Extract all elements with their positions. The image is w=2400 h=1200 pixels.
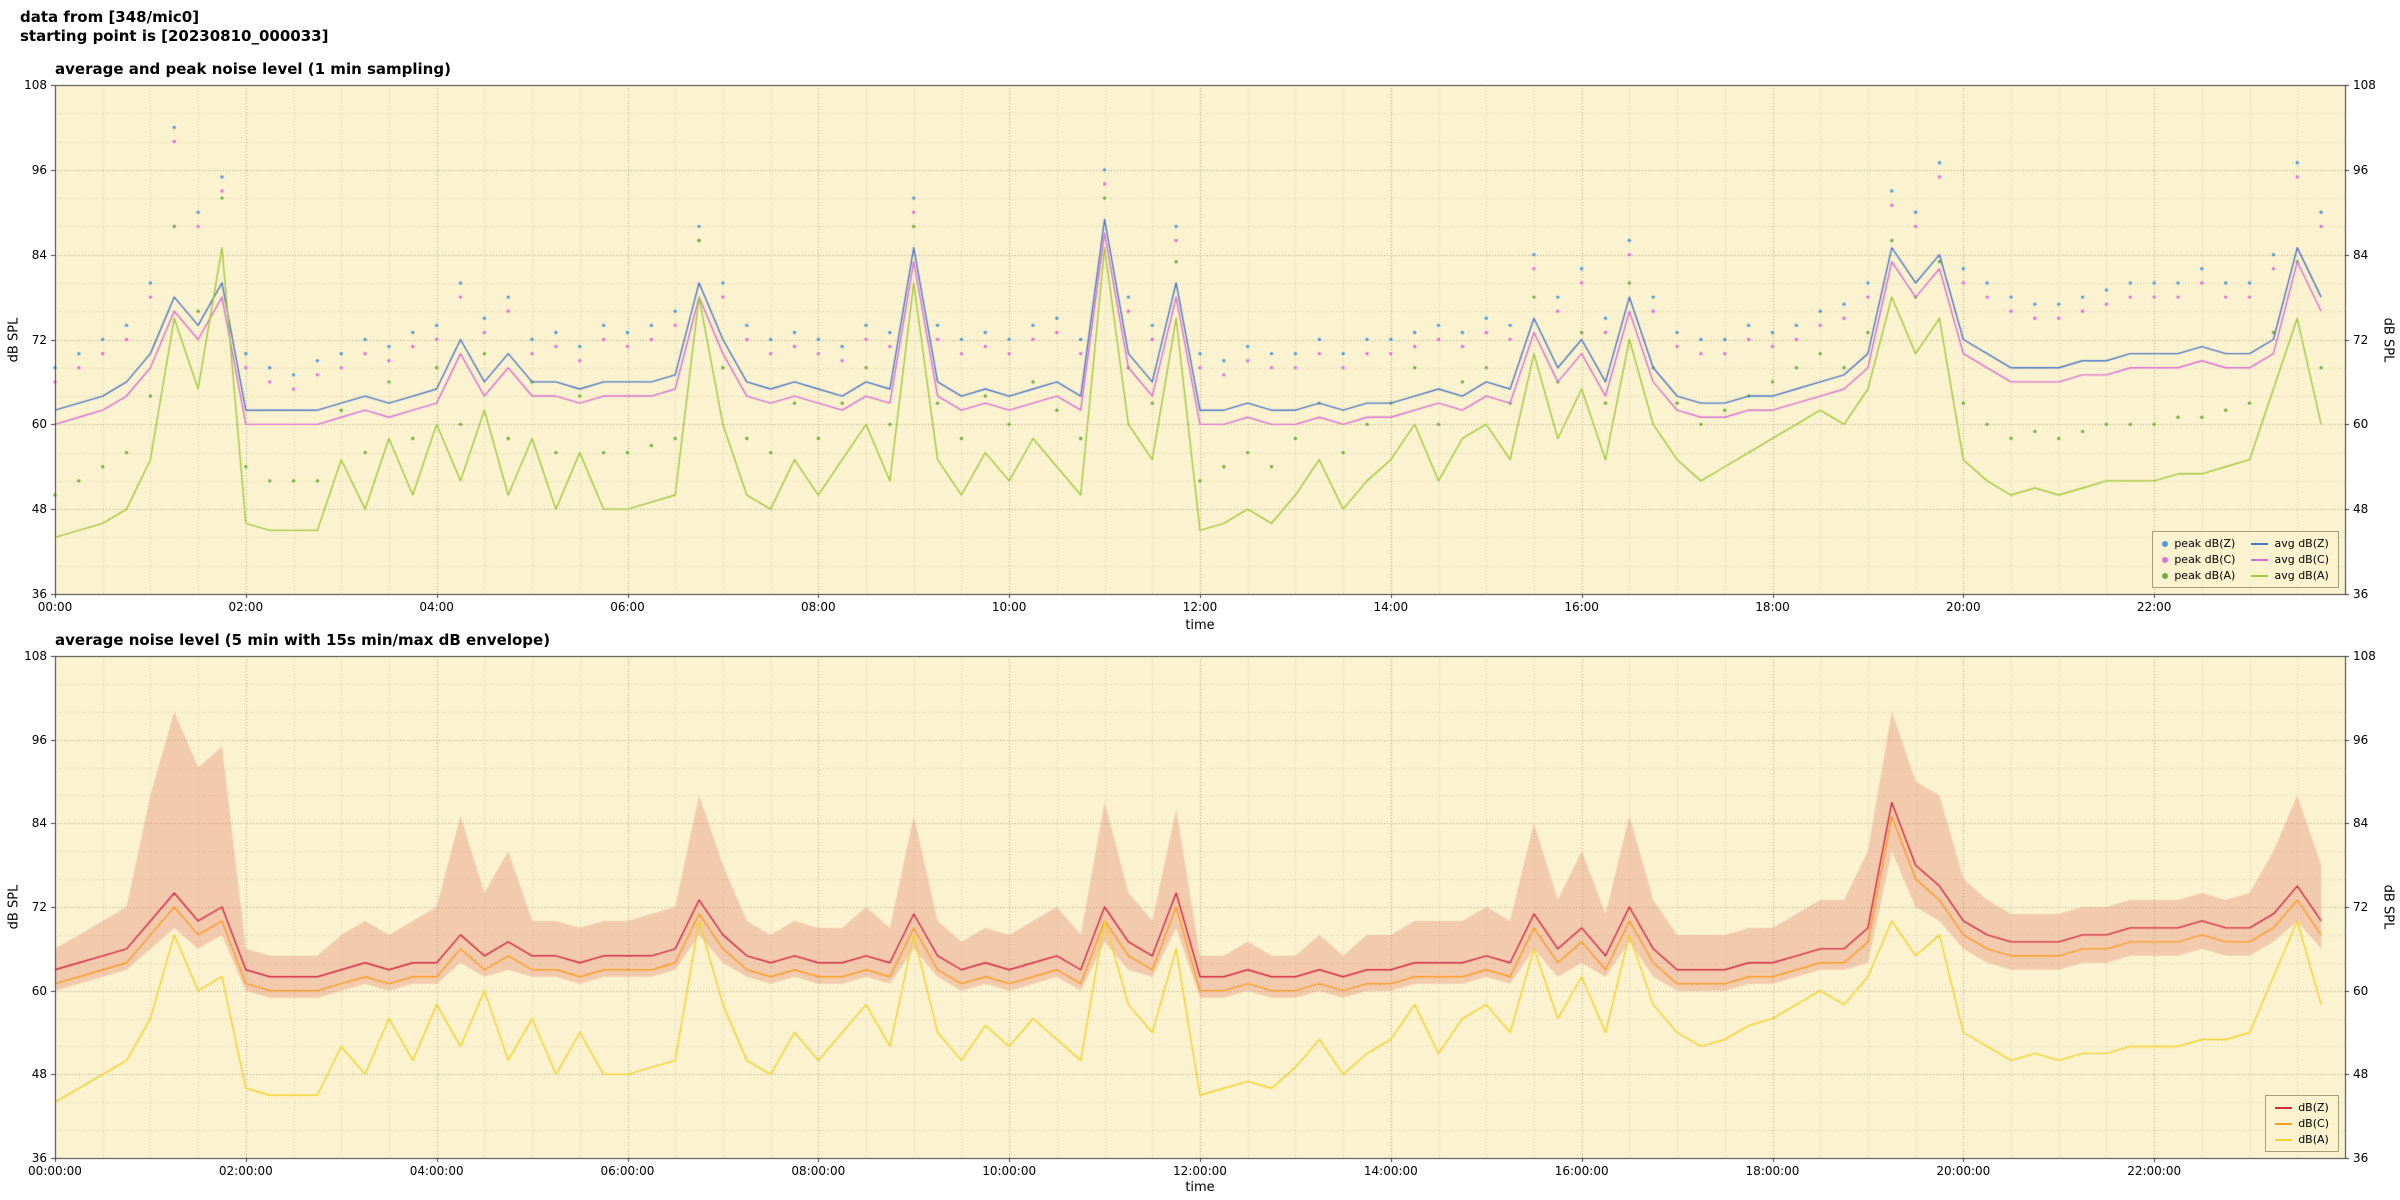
x-tick-label: 22:00:00: [2127, 1164, 2182, 1178]
x-tick-label: 16:00: [1564, 600, 1599, 614]
x-tick-label: 08:00:00: [791, 1164, 846, 1178]
x-tick-label: 02:00:00: [218, 1164, 273, 1178]
legend-entry: avg dB(A): [2251, 569, 2329, 582]
y-tick-label: 48: [31, 502, 47, 517]
x-tick-label: 12:00: [1182, 600, 1218, 614]
line-marker-icon: [2275, 1122, 2293, 1125]
y-tick-label: 36: [2353, 1151, 2369, 1165]
legend: peak dB(Z) peak dB(C) peak dB(A) avg dB(Z) a…: [2152, 531, 2339, 588]
x-tick-label: 06:00:00: [600, 1164, 655, 1178]
legend-entry: dB(Z): [2275, 1101, 2329, 1114]
x-tick-label: 00:00:00: [28, 1164, 82, 1178]
y-tick-label: 84: [2353, 816, 2369, 831]
y-tick-label: 96: [2353, 732, 2369, 747]
x-tick-label: 04:00:00: [409, 1164, 464, 1178]
y-axis-label-top-right: dB SPL: [2380, 317, 2396, 363]
legend-label: dB(A): [2298, 1133, 2329, 1146]
x-tick-label: 20:00: [1946, 600, 1981, 614]
legend-entry: peak dB(C): [2162, 553, 2235, 566]
legend: dB(Z) dB(C) dB(A): [2265, 1095, 2339, 1152]
y-tick-label: 60: [2353, 417, 2369, 432]
line-marker-icon: [2251, 574, 2269, 577]
chart-title-top: average and peak noise level (1 min samp…: [55, 60, 451, 78]
legend-label: avg dB(C): [2274, 553, 2329, 566]
x-tick-label: 16:00:00: [1554, 1164, 1609, 1178]
y-tick-label: 96: [31, 162, 47, 177]
y-tick-label: 36: [31, 587, 47, 601]
y-tick-label: 36: [31, 1151, 47, 1165]
x-tick-label: 18:00:00: [1745, 1164, 1800, 1178]
legend-label: peak dB(Z): [2174, 537, 2236, 550]
y-tick-label: 108: [2353, 78, 2376, 92]
line-marker-icon: [2251, 542, 2269, 545]
y-tick-label: 36: [2353, 587, 2369, 601]
x-tick-label: 14:00: [1373, 600, 1409, 614]
chart-title-bottom: average noise level (5 min with 15s min/…: [55, 631, 551, 649]
y-tick-label: 48: [2353, 1067, 2369, 1082]
scatter-marker-icon: [2162, 572, 2169, 579]
y-tick-label: 60: [31, 983, 47, 998]
line-marker-icon: [2275, 1106, 2293, 1109]
scatter-marker-icon: [2162, 540, 2169, 547]
y-tick-label: 108: [24, 78, 47, 92]
x-tick-label: 08:00: [801, 600, 836, 614]
x-tick-label: 22:00: [2136, 600, 2172, 614]
legend-label: dB(C): [2298, 1117, 2329, 1130]
y-tick-label: 96: [2353, 162, 2369, 177]
y-tick-label: 60: [2353, 983, 2369, 998]
x-axis-label-top: time: [1185, 618, 1215, 633]
legend-entry: dB(A): [2275, 1133, 2329, 1146]
y-tick-label: 72: [2353, 332, 2369, 347]
x-tick-label: 14:00:00: [1363, 1164, 1418, 1178]
y-tick-label: 72: [31, 332, 47, 347]
y-tick-label: 48: [2353, 502, 2369, 517]
y-axis-label-bottom-right: dB SPL: [2380, 884, 2396, 930]
y-tick-label: 72: [2353, 900, 2369, 914]
x-tick-label: 12:00:00: [1173, 1164, 1227, 1178]
y-axis-label-bottom-left: dB SPL: [6, 884, 22, 930]
x-tick-label: 10:00:00: [982, 1164, 1037, 1178]
legend-label: dB(Z): [2298, 1101, 2329, 1114]
x-tick-label: 10:00: [991, 600, 1027, 614]
y-axis-label-top-left: dB SPL: [6, 317, 22, 363]
x-tick-label: 18:00: [1755, 600, 1790, 614]
y-tick-label: 84: [2353, 247, 2369, 262]
y-tick-label: 84: [31, 247, 47, 262]
x-tick-label: 06:00: [610, 600, 645, 614]
line-marker-icon: [2251, 558, 2269, 561]
y-tick-label: 84: [31, 816, 47, 831]
x-tick-label: 00:00: [37, 600, 73, 614]
y-tick-label: 48: [31, 1067, 47, 1082]
legend-label: avg dB(A): [2274, 569, 2329, 582]
x-tick-label: 20:00:00: [1936, 1164, 1991, 1178]
header-line-2: starting point is [20230810_000033]: [20, 27, 329, 45]
y-tick-label: 96: [31, 732, 47, 747]
x-tick-label: 04:00: [419, 600, 454, 614]
legend-entry: avg dB(Z): [2251, 537, 2329, 550]
legend-entry: dB(C): [2275, 1117, 2329, 1130]
y-tick-label: 72: [31, 900, 47, 914]
x-axis-label-bottom: time: [1185, 1180, 1215, 1195]
scatter-marker-icon: [2162, 556, 2169, 563]
x-tick-label: 02:00: [228, 600, 264, 614]
legend-label: avg dB(Z): [2274, 537, 2329, 550]
legend-entry: peak dB(A): [2162, 569, 2235, 582]
legend-label: peak dB(C): [2174, 553, 2236, 566]
y-tick-label: 108: [24, 649, 47, 663]
legend-entry: peak dB(Z): [2162, 537, 2235, 550]
y-tick-label: 60: [31, 417, 47, 432]
header-line-1: data from [348/mic0]: [20, 8, 200, 26]
legend-entry: avg dB(C): [2251, 553, 2329, 566]
y-tick-label: 108: [2353, 649, 2376, 663]
legend-label: peak dB(A): [2174, 569, 2236, 582]
line-marker-icon: [2275, 1138, 2293, 1141]
